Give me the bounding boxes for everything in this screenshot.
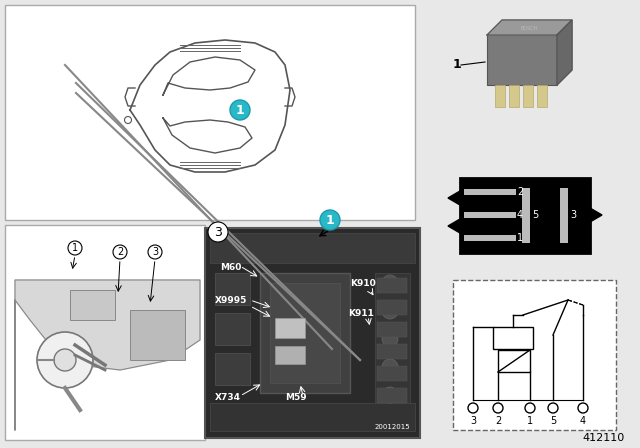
Circle shape: [548, 403, 558, 413]
Bar: [377, 300, 407, 315]
Bar: [260, 273, 350, 393]
Circle shape: [113, 245, 127, 259]
Bar: [560, 188, 568, 243]
Bar: [377, 388, 407, 403]
Text: 4: 4: [517, 210, 523, 220]
Text: M60: M60: [220, 263, 241, 272]
Bar: [509, 85, 519, 107]
Polygon shape: [15, 280, 200, 430]
Circle shape: [208, 222, 228, 242]
Bar: [5, 5, 415, 220]
Circle shape: [578, 403, 588, 413]
Polygon shape: [557, 20, 572, 85]
Bar: [70, 290, 115, 320]
Text: 3: 3: [570, 210, 576, 220]
Bar: [453, 280, 616, 430]
Text: X734: X734: [215, 393, 241, 402]
Circle shape: [125, 116, 131, 124]
Bar: [464, 212, 516, 218]
Text: M59: M59: [285, 393, 307, 402]
Bar: [460, 178, 590, 253]
Text: X9995: X9995: [215, 296, 248, 305]
Circle shape: [148, 245, 162, 259]
Bar: [377, 344, 407, 359]
Bar: [522, 188, 530, 243]
Bar: [498, 350, 530, 372]
Bar: [210, 233, 415, 263]
Text: 1: 1: [326, 214, 334, 227]
Bar: [464, 235, 516, 241]
Circle shape: [468, 403, 478, 413]
Text: 1: 1: [236, 103, 244, 116]
Polygon shape: [590, 208, 602, 222]
Bar: [377, 278, 407, 293]
Circle shape: [382, 387, 398, 403]
Bar: [215, 313, 250, 345]
Bar: [537, 85, 547, 107]
Text: 5: 5: [532, 210, 538, 220]
Bar: [464, 189, 516, 195]
Circle shape: [382, 303, 398, 319]
Circle shape: [68, 241, 82, 255]
Bar: [375, 273, 410, 418]
Polygon shape: [487, 20, 572, 35]
Circle shape: [382, 331, 398, 347]
Text: BOSCH: BOSCH: [520, 26, 538, 30]
Text: 3: 3: [214, 225, 222, 238]
Circle shape: [493, 403, 503, 413]
Text: 1: 1: [453, 59, 461, 72]
Text: 3: 3: [470, 416, 476, 426]
Text: 4: 4: [580, 416, 586, 426]
Bar: [215, 353, 250, 385]
Text: 1: 1: [527, 416, 533, 426]
Circle shape: [37, 332, 93, 388]
Bar: [215, 273, 250, 305]
Circle shape: [320, 210, 340, 230]
Bar: [275, 318, 305, 338]
Bar: [5, 225, 205, 440]
Text: 5: 5: [550, 416, 556, 426]
Bar: [210, 403, 415, 431]
Text: 2: 2: [495, 416, 501, 426]
Text: K911: K911: [348, 309, 374, 318]
Text: 1: 1: [517, 233, 523, 243]
Bar: [377, 366, 407, 381]
Circle shape: [382, 359, 398, 375]
Polygon shape: [448, 191, 460, 205]
Bar: [495, 85, 505, 107]
Circle shape: [382, 275, 398, 291]
Circle shape: [54, 349, 76, 371]
Text: 2: 2: [517, 187, 524, 197]
Polygon shape: [448, 219, 460, 233]
Text: 1: 1: [72, 243, 78, 253]
Bar: [130, 310, 185, 360]
Text: K910: K910: [350, 279, 376, 288]
Circle shape: [230, 100, 250, 120]
Bar: [523, 85, 533, 107]
Bar: [487, 35, 557, 85]
Circle shape: [525, 403, 535, 413]
Bar: [493, 327, 533, 349]
Bar: [205, 228, 420, 438]
Bar: [270, 283, 340, 383]
Bar: [377, 322, 407, 337]
Text: 3: 3: [152, 247, 158, 257]
Bar: [275, 346, 305, 364]
Text: 20012015: 20012015: [374, 424, 410, 430]
Text: 2: 2: [117, 247, 123, 257]
Text: 412110: 412110: [583, 433, 625, 443]
